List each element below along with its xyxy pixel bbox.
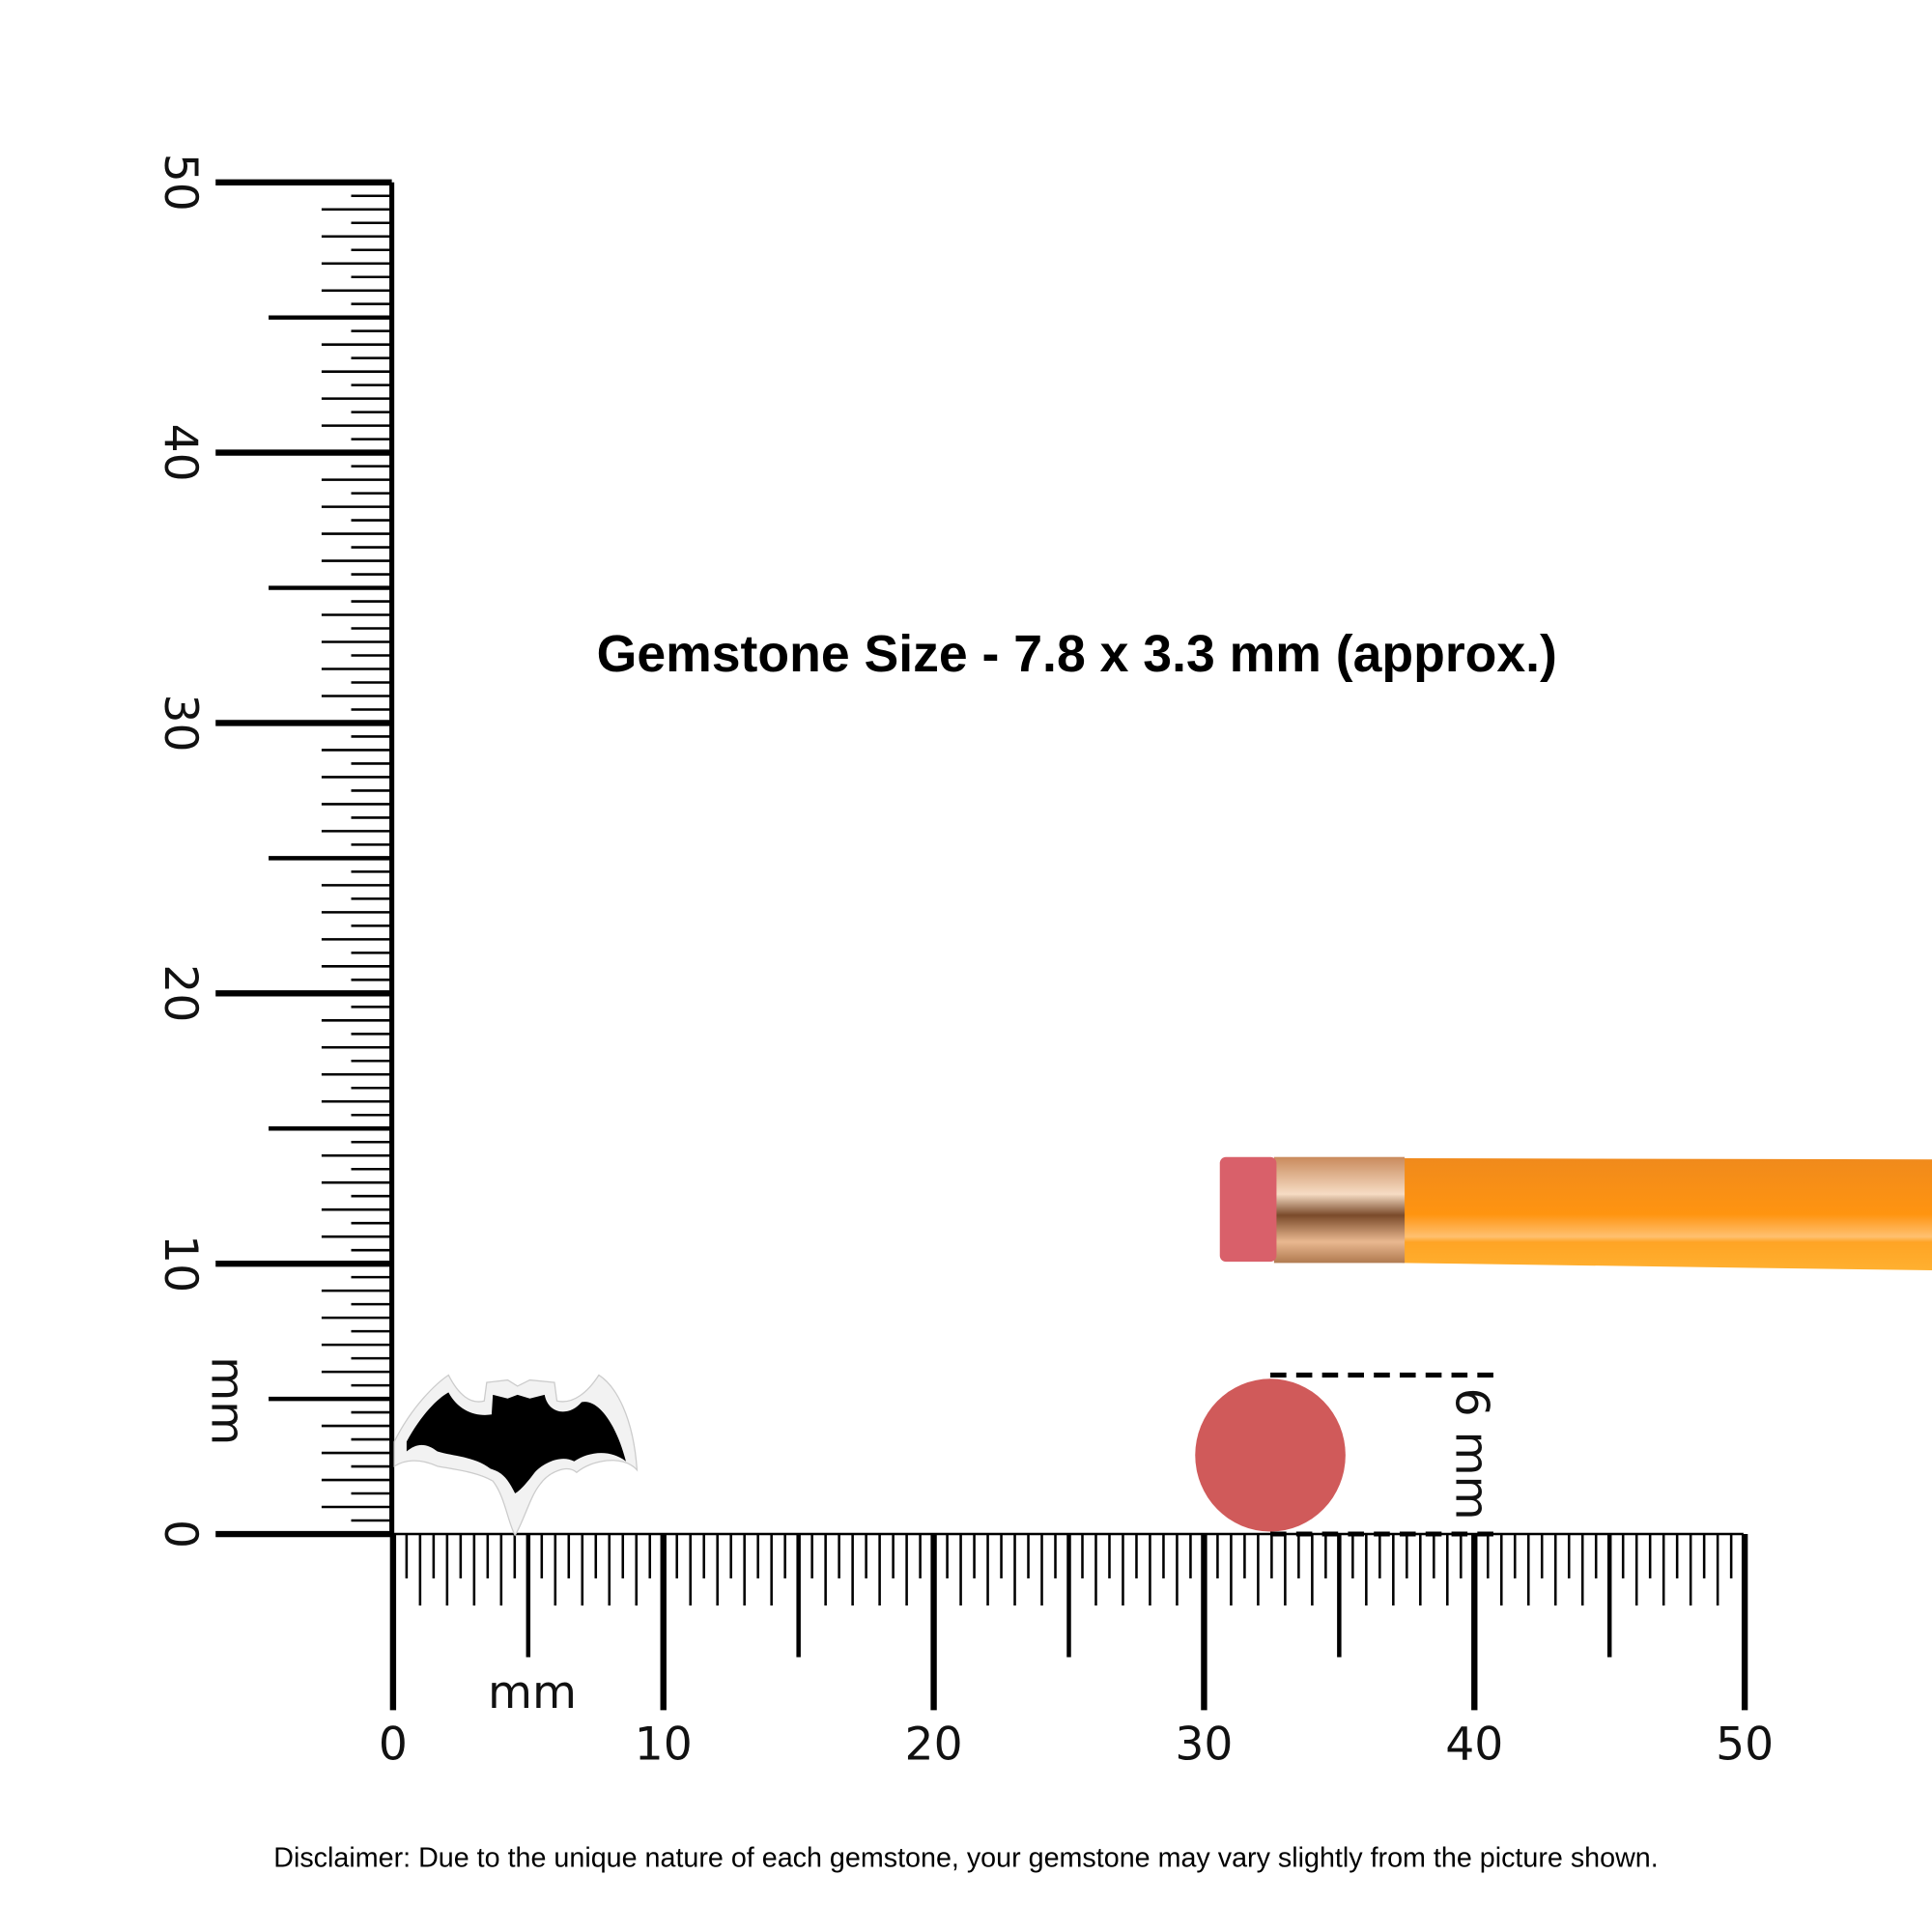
vertical-ruler-label: 20: [154, 964, 207, 1022]
vertical-ruler: 0 10 20 30 40 50: [154, 154, 395, 1548]
horizontal-ruler-label: 30: [1175, 1718, 1233, 1771]
vertical-ruler-unit: mm: [200, 1356, 253, 1445]
disclaimer: Disclaimer: Due to the unique nature of …: [273, 1842, 1658, 1873]
horizontal-ruler-unit: mm: [488, 1666, 577, 1719]
vertical-ruler-label: 30: [154, 694, 207, 752]
reference-gem: [1195, 1378, 1346, 1532]
vertical-ruler-label: 10: [154, 1235, 207, 1293]
vertical-ruler-label: 0: [154, 1520, 207, 1548]
horizontal-ruler-label: 20: [905, 1718, 963, 1771]
vertical-ruler-label: 40: [154, 424, 207, 482]
page-title: Gemstone Size - 7.8 x 3.3 mm (approx.): [597, 626, 1557, 683]
horizontal-ruler-label: 50: [1716, 1718, 1774, 1771]
vertical-ruler-label: 50: [154, 154, 207, 212]
horizontal-ruler-label: 10: [635, 1718, 693, 1771]
horizontal-ruler: 0 10 20 30 40 50: [379, 1532, 1774, 1771]
horizontal-ruler-label: 0: [379, 1718, 408, 1771]
pencil-image: [1219, 1156, 1932, 1271]
horizontal-ruler-label: 40: [1445, 1718, 1503, 1771]
reference-size-label: 6 mm: [1445, 1388, 1498, 1520]
bat-gemstone-image: [393, 1374, 639, 1537]
